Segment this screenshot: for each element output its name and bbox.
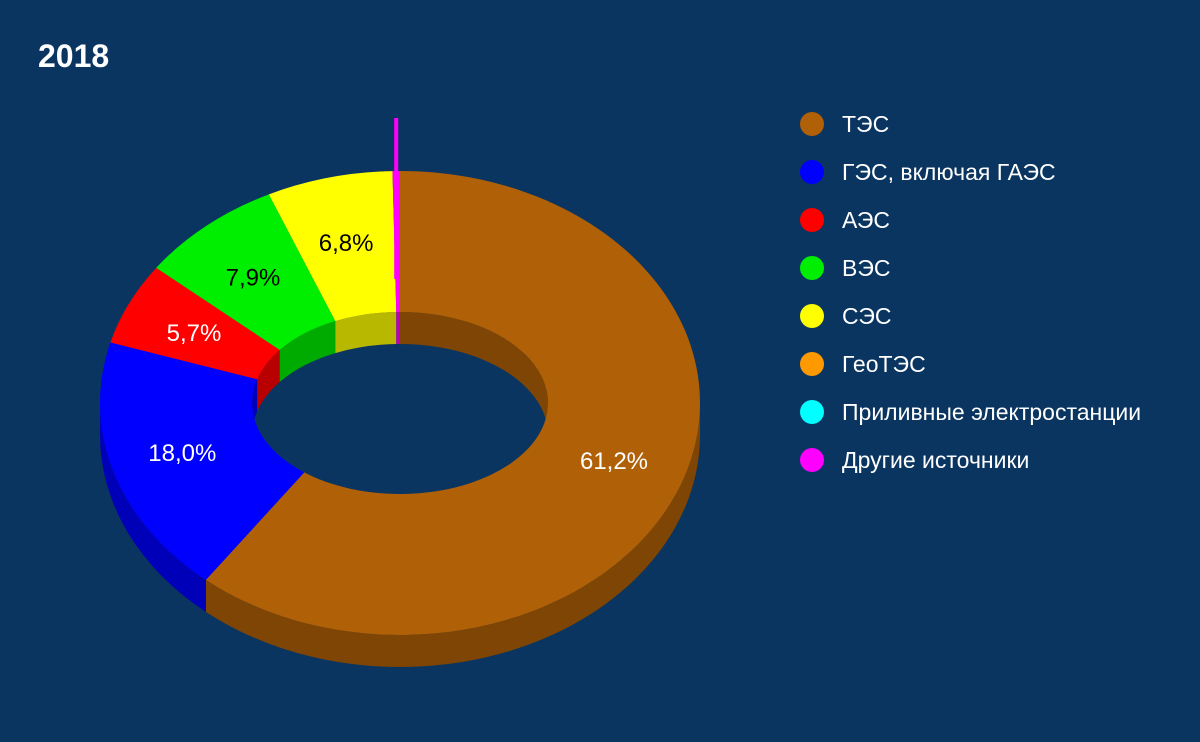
- legend-item: ГЭС, включая ГАЭС: [800, 148, 1141, 196]
- legend-swatch: [800, 256, 824, 280]
- legend-label: АЭС: [842, 207, 890, 234]
- legend-label: Приливные электростанции: [842, 399, 1141, 426]
- legend-swatch: [800, 352, 824, 376]
- legend-item: СЭС: [800, 292, 1141, 340]
- legend-label: ГЭС, включая ГАЭС: [842, 159, 1056, 186]
- legend-label: ВЭС: [842, 255, 890, 282]
- legend-label: Другие источники: [842, 447, 1029, 474]
- slice-8-inner-wall-0: [396, 312, 400, 344]
- slice-5-label: 6,8%: [319, 230, 374, 257]
- legend-swatch: [800, 400, 824, 424]
- legend-item: Другие источники: [800, 436, 1141, 484]
- legend-swatch: [800, 304, 824, 328]
- legend-swatch: [800, 448, 824, 472]
- legend-item: ТЭС: [800, 100, 1141, 148]
- legend-label: ГеоТЭС: [842, 351, 926, 378]
- legend-swatch: [800, 208, 824, 232]
- slice-3-label: 5,7%: [167, 320, 222, 347]
- legend-item: ВЭС: [800, 244, 1141, 292]
- legend-swatch: [800, 112, 824, 136]
- slice-4-label: 7,9%: [226, 265, 281, 292]
- legend: ТЭС ГЭС, включая ГАЭС АЭС ВЭС СЭС ГеоТЭС Прили…: [800, 100, 1141, 484]
- legend-swatch: [800, 160, 824, 184]
- donut-top-layer: [100, 171, 700, 635]
- slice-2-label: 18,0%: [148, 440, 216, 467]
- legend-item: Приливные электростанции: [800, 388, 1141, 436]
- legend-label: ТЭС: [842, 111, 889, 138]
- legend-label: СЭС: [842, 303, 892, 330]
- slice-1-label: 61,2%: [580, 448, 648, 475]
- legend-item: ГеоТЭС: [800, 340, 1141, 388]
- legend-item: АЭС: [800, 196, 1141, 244]
